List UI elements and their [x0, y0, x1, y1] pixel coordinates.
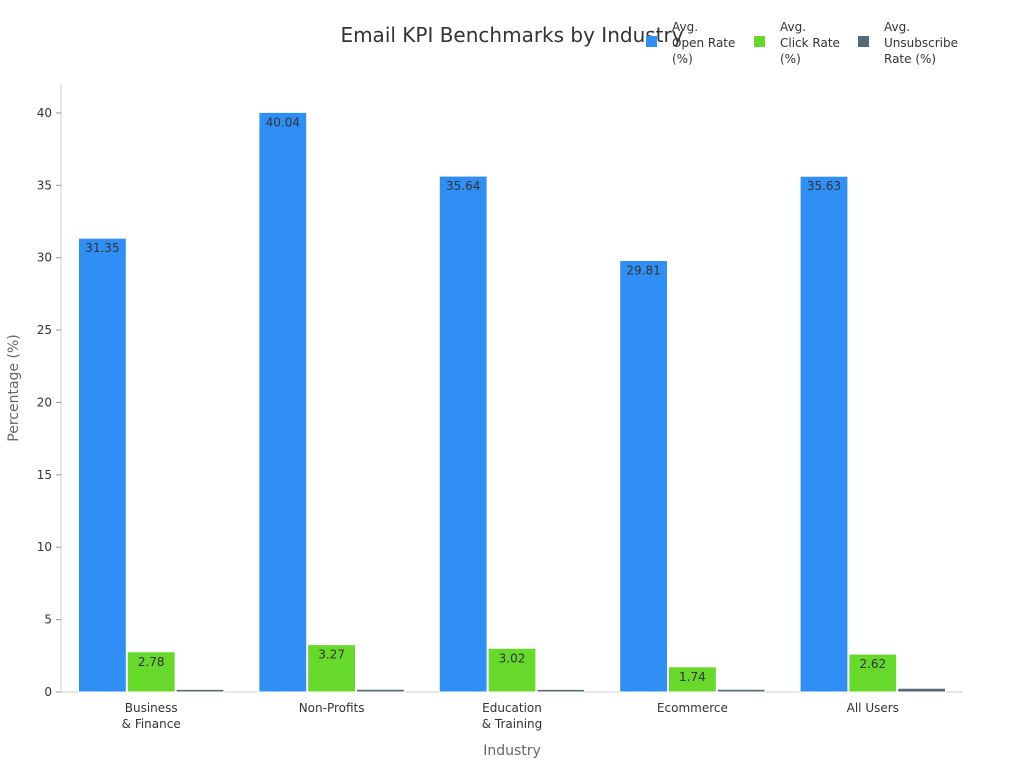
bar-value-label: 1.74: [679, 670, 706, 684]
bar: [307, 644, 357, 693]
y-tick-label: 10: [37, 540, 52, 554]
legend-label-line: Avg.: [884, 20, 910, 34]
bar-value-label: 2.78: [138, 655, 165, 669]
bar-value-label: 3.02: [499, 651, 526, 665]
bar: [897, 687, 947, 693]
y-tick-label: 20: [37, 395, 52, 409]
x-tick-label-line: & Training: [482, 717, 543, 731]
bar: [78, 237, 127, 693]
legend-label-line: Unsubscribe: [884, 36, 958, 50]
bar-value-label: 35.63: [807, 179, 841, 193]
legend-label-line: Avg.: [672, 20, 698, 34]
x-axis-label: Industry: [483, 743, 541, 759]
legend-label-line: (%): [672, 52, 693, 66]
legend-label-line: (%): [780, 52, 801, 66]
legend-label-line: Open Rate: [672, 36, 735, 50]
x-tick-label: Non-Profits: [299, 701, 365, 715]
x-tick-label: Ecommerce: [657, 701, 728, 715]
bar: [536, 688, 586, 693]
x-tick-label-line: Education: [482, 701, 542, 715]
chart-title: Email KPI Benchmarks by Industry: [340, 23, 683, 47]
bar-value-label: 2.62: [859, 657, 886, 671]
bar: [487, 647, 537, 693]
bar: [716, 688, 766, 693]
y-axis-label: Percentage (%): [6, 334, 22, 441]
axes: 0 5 10 15 20 25 30 35 40 Business & Finance Non-Pro…: [37, 84, 963, 731]
legend-label: Avg. Open Rate (%): [672, 20, 735, 66]
x-tick-label: All Users: [847, 701, 899, 715]
bar: [619, 259, 669, 693]
legend-label-line: Rate (%): [884, 52, 936, 66]
bar: [356, 688, 405, 693]
bar-value-label: 40.04: [266, 115, 300, 129]
bar-value-label: 35.64: [446, 179, 480, 193]
legend-label: Avg. Click Rate (%): [780, 20, 840, 66]
bar: [126, 651, 176, 693]
bar: [848, 653, 898, 693]
bar-value-label: 29.81: [626, 263, 660, 277]
y-tick-label: 40: [37, 106, 52, 120]
bar: [175, 688, 225, 693]
x-tick-label-line: Non-Profits: [299, 701, 365, 715]
y-tick-label: 30: [37, 251, 52, 265]
y-tick-label: 35: [37, 178, 52, 192]
legend-swatch: [646, 36, 657, 47]
legend: Avg. Open Rate (%) Avg. Click Rate (%) Avg. Uns…: [646, 20, 958, 66]
x-tick-label-line: Business: [125, 701, 178, 715]
bar: [799, 175, 849, 693]
x-tick-label-line: All Users: [847, 701, 899, 715]
x-tick-label-line: & Finance: [122, 717, 181, 731]
legend-swatch: [858, 36, 869, 47]
x-tick-label: Business & Finance: [122, 701, 181, 731]
legend-swatch: [754, 36, 765, 47]
y-tick-label: 15: [37, 468, 52, 482]
x-tick-label: Education & Training: [482, 701, 543, 731]
y-tick-label: 0: [44, 685, 52, 699]
legend-label-line: Click Rate: [780, 36, 840, 50]
y-tick-label: 25: [37, 323, 52, 337]
bar: [668, 666, 717, 693]
bar-value-label: 31.35: [85, 241, 119, 255]
y-tick-label: 5: [44, 613, 52, 627]
bar-value-label: 3.27: [318, 648, 345, 662]
bar: [258, 111, 308, 693]
legend-label-line: Avg.: [780, 20, 806, 34]
x-tick-label-line: Ecommerce: [657, 701, 728, 715]
bars: 31.35 2.78 40.04 3.27 35.64 3.02 29.81 1.74 35.6…: [78, 111, 947, 693]
legend-label: Avg. Unsubscribe Rate (%): [884, 20, 958, 66]
bar: [438, 175, 488, 693]
